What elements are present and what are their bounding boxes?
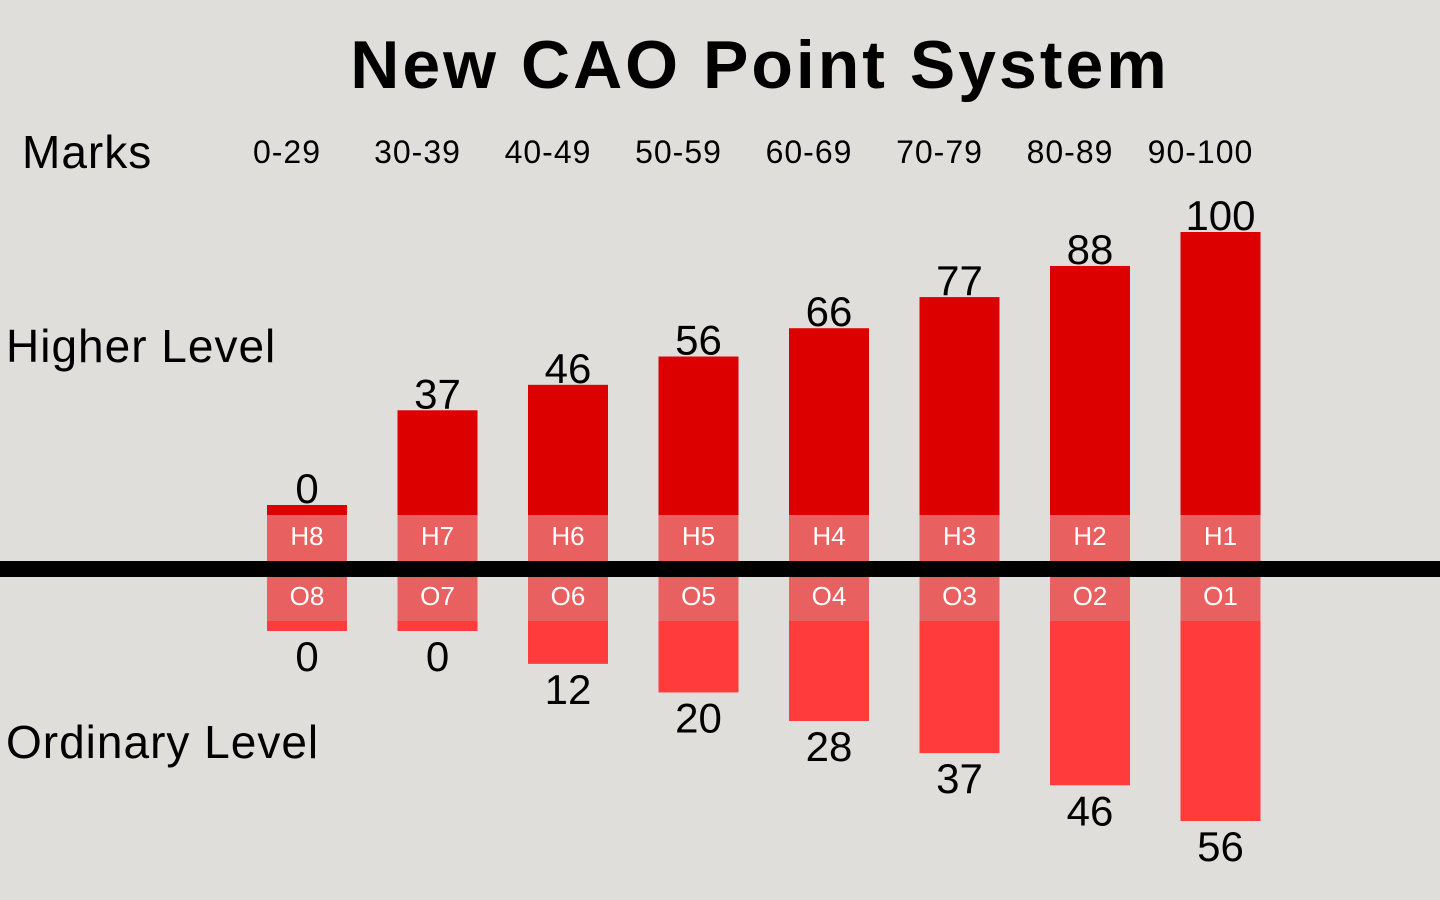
marks-range-label: 70-79 [896,134,983,170]
higher-level-bar [919,297,1000,515]
ordinary-value-label: 12 [545,666,592,713]
ordinary-grade-band [789,577,869,623]
marks-range-label: 50-59 [635,134,722,170]
higher-grade-band [658,515,739,561]
ordinary-grade-label: O5 [681,581,716,611]
ordinary-grade-label: O1 [1203,581,1238,611]
marks-range-label: 90-100 [1148,134,1254,170]
higher-level-bar [789,328,869,515]
ordinary-value-label: 28 [806,723,853,770]
higher-grade-band [1050,515,1130,561]
ordinary-grade-label: O4 [812,581,847,611]
ordinary-grade-label: O6 [551,581,586,611]
ordinary-value-label: 0 [426,633,449,680]
ordinary-level-bar [267,621,347,631]
higher-level-bar [397,410,478,515]
ordinary-value-label: 37 [936,755,983,802]
higher-value-label: 46 [545,345,592,392]
ordinary-value-label: 46 [1067,787,1114,834]
higher-value-label: 88 [1067,226,1114,273]
ordinary-grade-band [267,577,347,623]
higher-value-label: 66 [806,288,853,335]
higher-level-bar [267,505,347,515]
higher-grade-band [267,515,347,561]
ordinary-level-bar [789,621,869,721]
higher-level-label: Higher Level [6,320,276,372]
ordinary-grade-band [528,577,608,623]
higher-grade-label: H4 [812,521,845,551]
higher-value-label: 37 [414,370,461,417]
higher-grade-label: H7 [421,521,454,551]
ordinary-value-label: 56 [1197,823,1244,870]
higher-value-label: 0 [295,465,318,512]
higher-grade-label: H1 [1204,521,1237,551]
marks-row-label: Marks [22,126,152,178]
ordinary-level-bar [397,621,478,631]
ordinary-level-label: Ordinary Level [6,716,319,768]
higher-level-bar [1050,265,1130,515]
ordinary-value-label: 0 [295,633,318,680]
bars-layer: 0-29 H8 0 O8 0 30-39 H7 37 O7 0 40-49 H6 46 O6 12 50-59… [253,134,1261,870]
ordinary-level-bar [1050,621,1130,786]
higher-grade-band [919,515,1000,561]
ordinary-value-label: 20 [675,694,722,741]
higher-grade-label: H6 [551,521,584,551]
zero-axis-line [0,561,1440,577]
higher-grade-label: H3 [943,521,976,551]
higher-grade-band [1180,515,1261,561]
higher-grade-label: H5 [682,521,715,551]
higher-value-label: 56 [675,317,722,364]
higher-level-bar [1180,232,1261,515]
ordinary-level-bar [919,621,1000,754]
higher-level-bar [658,356,739,515]
higher-value-label: 100 [1185,192,1255,239]
higher-value-label: 77 [936,257,983,304]
marks-range-label: 30-39 [374,134,461,170]
marks-range-label: 60-69 [766,134,853,170]
ordinary-grade-band [1180,577,1261,623]
higher-grade-label: H2 [1073,521,1106,551]
marks-range-label: 0-29 [253,134,321,170]
ordinary-grade-label: O7 [420,581,455,611]
higher-grade-band [397,515,478,561]
ordinary-grade-label: O2 [1073,581,1108,611]
chart-title: New CAO Point System [350,27,1170,103]
marks-range-label: 40-49 [505,134,592,170]
ordinary-grade-band [397,577,478,623]
ordinary-grade-label: O8 [290,581,325,611]
ordinary-grade-band [658,577,739,623]
ordinary-grade-band [1050,577,1130,623]
ordinary-level-bar [528,621,608,664]
higher-level-bar [528,384,608,515]
higher-grade-label: H8 [290,521,323,551]
ordinary-level-bar [658,621,739,693]
ordinary-grade-label: O3 [942,581,977,611]
higher-grade-band [528,515,608,561]
marks-range-label: 80-89 [1027,134,1114,170]
higher-grade-band [789,515,869,561]
ordinary-level-bar [1180,621,1261,821]
ordinary-grade-band [919,577,1000,623]
